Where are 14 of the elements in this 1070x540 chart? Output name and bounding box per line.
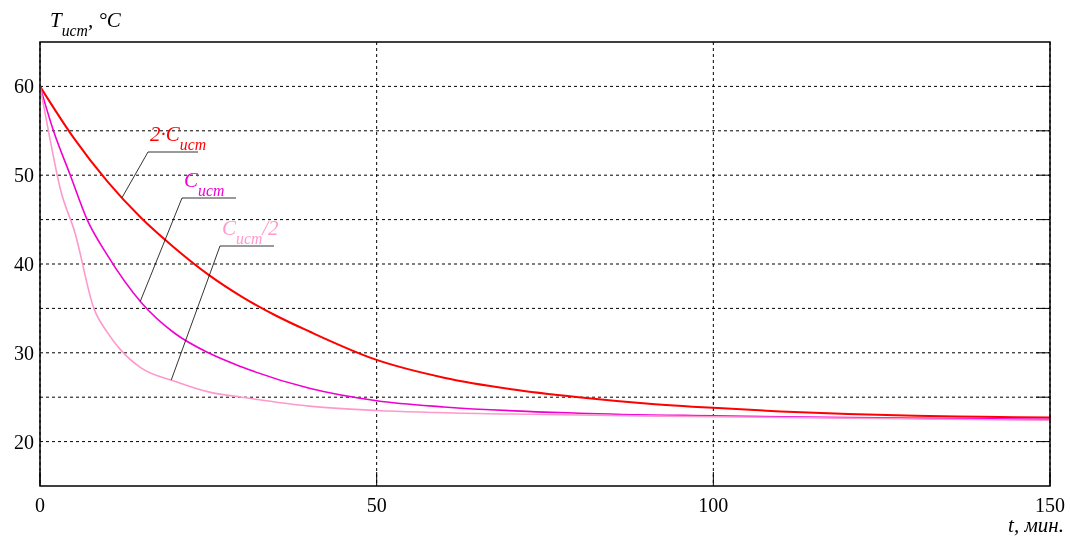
- text: C$_{ист}$: [184, 168, 225, 199]
- x-tick-label: 50: [366, 494, 387, 516]
- y-tick-label: 60: [14, 75, 34, 98]
- y-axis-title: T$_{ист}$, °C: [50, 8, 122, 39]
- x-tick-label: 0: [35, 494, 45, 516]
- text: 2·C$_{ист}$: [150, 122, 207, 153]
- text: C$_{ист}$/2: [222, 216, 280, 247]
- y-tick-label: 30: [14, 341, 34, 364]
- x-tick-label: 100: [698, 494, 729, 516]
- x-axis-title: t, мин.: [1008, 513, 1064, 537]
- y-tick-label: 50: [14, 164, 34, 187]
- y-tick-label: 40: [14, 253, 34, 275]
- y-tick-label: 20: [14, 430, 34, 453]
- x-tick-label: 150: [1035, 494, 1065, 516]
